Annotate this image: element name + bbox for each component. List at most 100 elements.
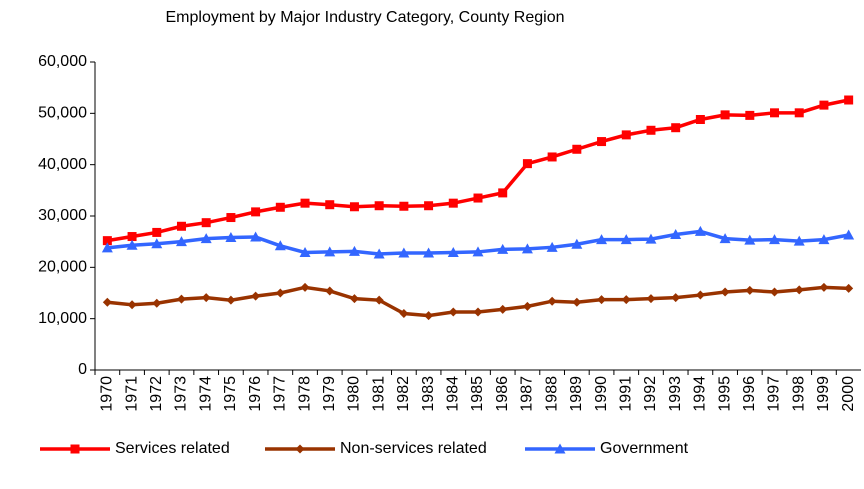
marker <box>473 193 483 203</box>
marker <box>423 247 435 258</box>
x-tick-label: 1977 <box>272 376 289 412</box>
marker <box>102 297 112 307</box>
marker <box>448 198 458 208</box>
marker <box>498 188 508 198</box>
marker <box>818 234 830 245</box>
marker <box>498 304 508 314</box>
x-tick-label: 1994 <box>692 376 709 412</box>
x-tick-label: 1998 <box>790 376 807 412</box>
x-tick-label: 1971 <box>123 376 140 412</box>
marker <box>745 110 755 120</box>
marker <box>251 207 261 217</box>
marker <box>646 294 656 304</box>
marker <box>102 236 112 246</box>
marker <box>572 297 582 307</box>
marker <box>572 144 582 154</box>
marker <box>373 248 385 259</box>
x-tick-label: 1990 <box>593 376 610 412</box>
x-tick-label: 1978 <box>296 376 313 412</box>
x-tick-label: 1981 <box>370 376 387 412</box>
x-tick-label: 1988 <box>543 376 560 412</box>
marker <box>521 243 533 254</box>
marker <box>424 201 434 211</box>
x-tick-label: 1989 <box>568 376 585 412</box>
marker <box>473 307 483 317</box>
chart-title: Employment by Major Industry Category, C… <box>166 9 565 26</box>
marker <box>201 293 211 303</box>
marker <box>152 298 162 308</box>
x-tick-label: 1992 <box>642 376 659 412</box>
marker <box>620 234 632 245</box>
marker <box>670 228 682 239</box>
marker <box>448 307 458 317</box>
marker <box>127 300 137 310</box>
y-tick-label: 60,000 <box>38 53 87 70</box>
x-tick-label: 1974 <box>197 376 214 412</box>
marker <box>546 241 558 252</box>
marker <box>645 233 657 244</box>
marker <box>225 232 237 243</box>
marker <box>720 287 730 297</box>
marker <box>547 152 557 162</box>
marker <box>554 443 566 454</box>
marker <box>325 286 335 296</box>
marker <box>694 225 706 236</box>
marker <box>70 444 80 454</box>
x-tick-label: 1970 <box>99 376 116 412</box>
marker <box>275 288 285 298</box>
y-tick-label: 0 <box>78 361 87 378</box>
marker <box>398 247 410 258</box>
marker <box>497 243 509 254</box>
legend-label: Services related <box>115 440 230 457</box>
marker <box>299 246 311 257</box>
marker <box>274 240 286 251</box>
marker <box>151 238 163 249</box>
marker <box>844 95 854 105</box>
x-tick-label: 1986 <box>494 376 511 412</box>
marker <box>472 246 484 257</box>
x-tick-label: 2000 <box>840 376 857 412</box>
marker <box>843 229 855 240</box>
marker <box>226 295 236 305</box>
marker <box>126 239 138 250</box>
marker <box>769 234 781 245</box>
marker <box>325 200 335 210</box>
y-tick-label: 20,000 <box>38 259 87 276</box>
x-tick-label: 1973 <box>173 376 190 412</box>
marker <box>250 231 262 242</box>
marker <box>571 238 583 249</box>
marker <box>176 294 186 304</box>
x-tick-label: 1995 <box>716 376 733 412</box>
x-tick-label: 1982 <box>395 376 412 412</box>
marker <box>844 283 854 293</box>
x-tick-label: 1997 <box>766 376 783 412</box>
series-line <box>107 98 850 243</box>
marker <box>597 137 607 147</box>
y-tick-label: 40,000 <box>38 156 87 173</box>
x-tick-label: 1979 <box>321 376 338 412</box>
x-tick-label: 1993 <box>667 376 684 412</box>
x-tick-label: 1975 <box>222 376 239 412</box>
marker <box>671 293 681 303</box>
marker <box>176 221 186 231</box>
marker <box>201 218 211 228</box>
marker <box>794 285 804 295</box>
marker <box>745 285 755 295</box>
marker <box>819 100 829 110</box>
marker <box>175 236 187 247</box>
marker <box>695 290 705 300</box>
marker <box>522 159 532 169</box>
x-tick-label: 1987 <box>519 376 536 412</box>
marker <box>374 201 384 211</box>
marker <box>794 108 804 118</box>
marker <box>295 444 305 454</box>
marker <box>720 110 730 120</box>
marker <box>275 202 285 212</box>
y-tick-label: 30,000 <box>38 207 87 224</box>
y-tick-label: 10,000 <box>38 310 87 327</box>
marker <box>300 282 310 292</box>
marker <box>251 291 261 301</box>
marker <box>695 114 705 124</box>
marker <box>671 123 681 133</box>
